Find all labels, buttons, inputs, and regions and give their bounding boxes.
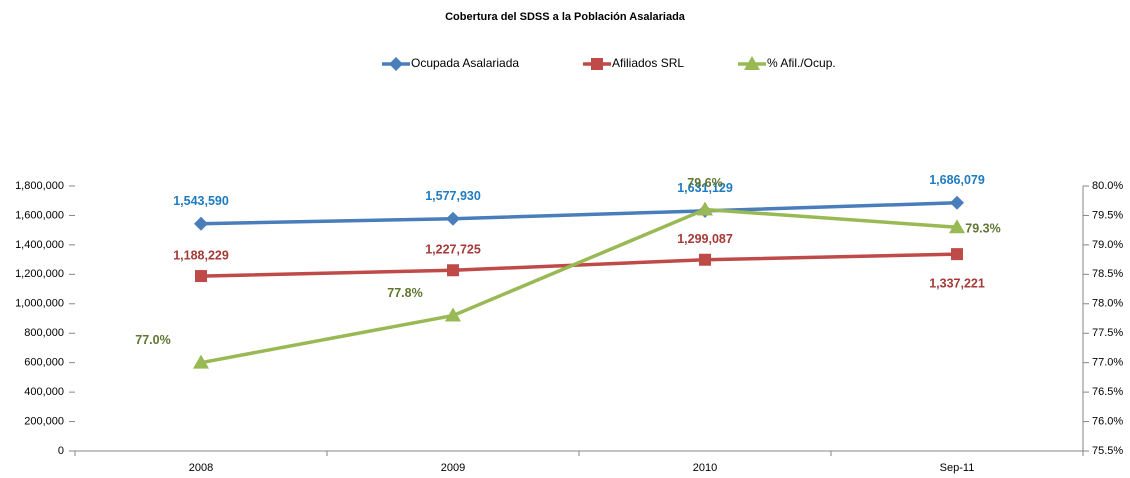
value-label: 1,686,079 — [929, 173, 985, 187]
marker — [195, 270, 207, 283]
y-tick-label: 600,000 — [24, 357, 64, 369]
value-label: 1,631,129 — [677, 181, 733, 195]
y2-tick-label: 78.5% — [1092, 268, 1123, 280]
value-label: 1,543,590 — [173, 194, 229, 208]
marker — [949, 219, 965, 234]
x-tick-label: Sep-11 — [940, 462, 975, 474]
chart-title: Cobertura del SDSS a la Población Asalar… — [445, 11, 686, 23]
value-label: 1,227,725 — [425, 243, 481, 257]
y2-tick-label: 77.0% — [1092, 357, 1123, 369]
line — [200, 201, 958, 226]
legend-label: % Afil./Ocup. — [767, 56, 836, 70]
value-label: 79.6% — [687, 176, 722, 190]
value-label: 1,577,930 — [425, 189, 481, 203]
x-tick-label: 2008 — [189, 462, 213, 474]
line — [200, 252, 958, 278]
y2-tick-label: 75.5% — [1092, 445, 1123, 457]
y-tick-label: 1,600,000 — [15, 209, 64, 221]
legend-label: Afiliados SRL — [612, 56, 684, 70]
marker — [445, 307, 461, 322]
marker — [951, 248, 963, 261]
marker — [194, 216, 208, 231]
marker — [389, 57, 403, 71]
value-label: 77.0% — [135, 333, 170, 347]
y-tick-label: 1,200,000 — [15, 268, 64, 280]
x-tick-label: 2009 — [441, 462, 465, 474]
y2-tick-label: 80.0% — [1092, 180, 1123, 192]
marker — [193, 354, 209, 369]
marker — [699, 253, 711, 266]
value-label: 79.3% — [965, 222, 1000, 236]
y2-tick-label: 77.5% — [1092, 327, 1123, 339]
y2-tick-label: 79.5% — [1092, 209, 1123, 221]
marker — [950, 195, 964, 210]
marker — [591, 58, 603, 70]
value-label: 1,299,087 — [677, 232, 733, 246]
value-label: 1,188,229 — [173, 248, 229, 262]
y2-tick-label: 76.5% — [1092, 386, 1123, 398]
value-label: 1,337,221 — [929, 276, 985, 290]
marker — [744, 56, 760, 70]
y-tick-label: 1,000,000 — [15, 298, 64, 310]
marker — [446, 211, 460, 226]
marker — [447, 264, 459, 277]
y-tick-label: 800,000 — [24, 327, 64, 339]
y-tick-label: 200,000 — [24, 415, 64, 427]
y2-tick-label: 79.0% — [1092, 239, 1123, 251]
legend-label: Ocupada Asalariada — [411, 56, 519, 70]
marker — [697, 201, 713, 216]
value-label: 77.8% — [387, 286, 422, 300]
y-tick-label: 400,000 — [24, 386, 64, 398]
y2-tick-label: 78.0% — [1092, 298, 1123, 310]
y-tick-label: 1,800,000 — [15, 180, 64, 192]
x-tick-label: 2010 — [693, 462, 717, 474]
y2-tick-label: 76.0% — [1092, 415, 1123, 427]
y-tick-label: 0 — [58, 445, 64, 457]
line — [200, 207, 958, 365]
y-tick-label: 1,400,000 — [15, 239, 64, 251]
